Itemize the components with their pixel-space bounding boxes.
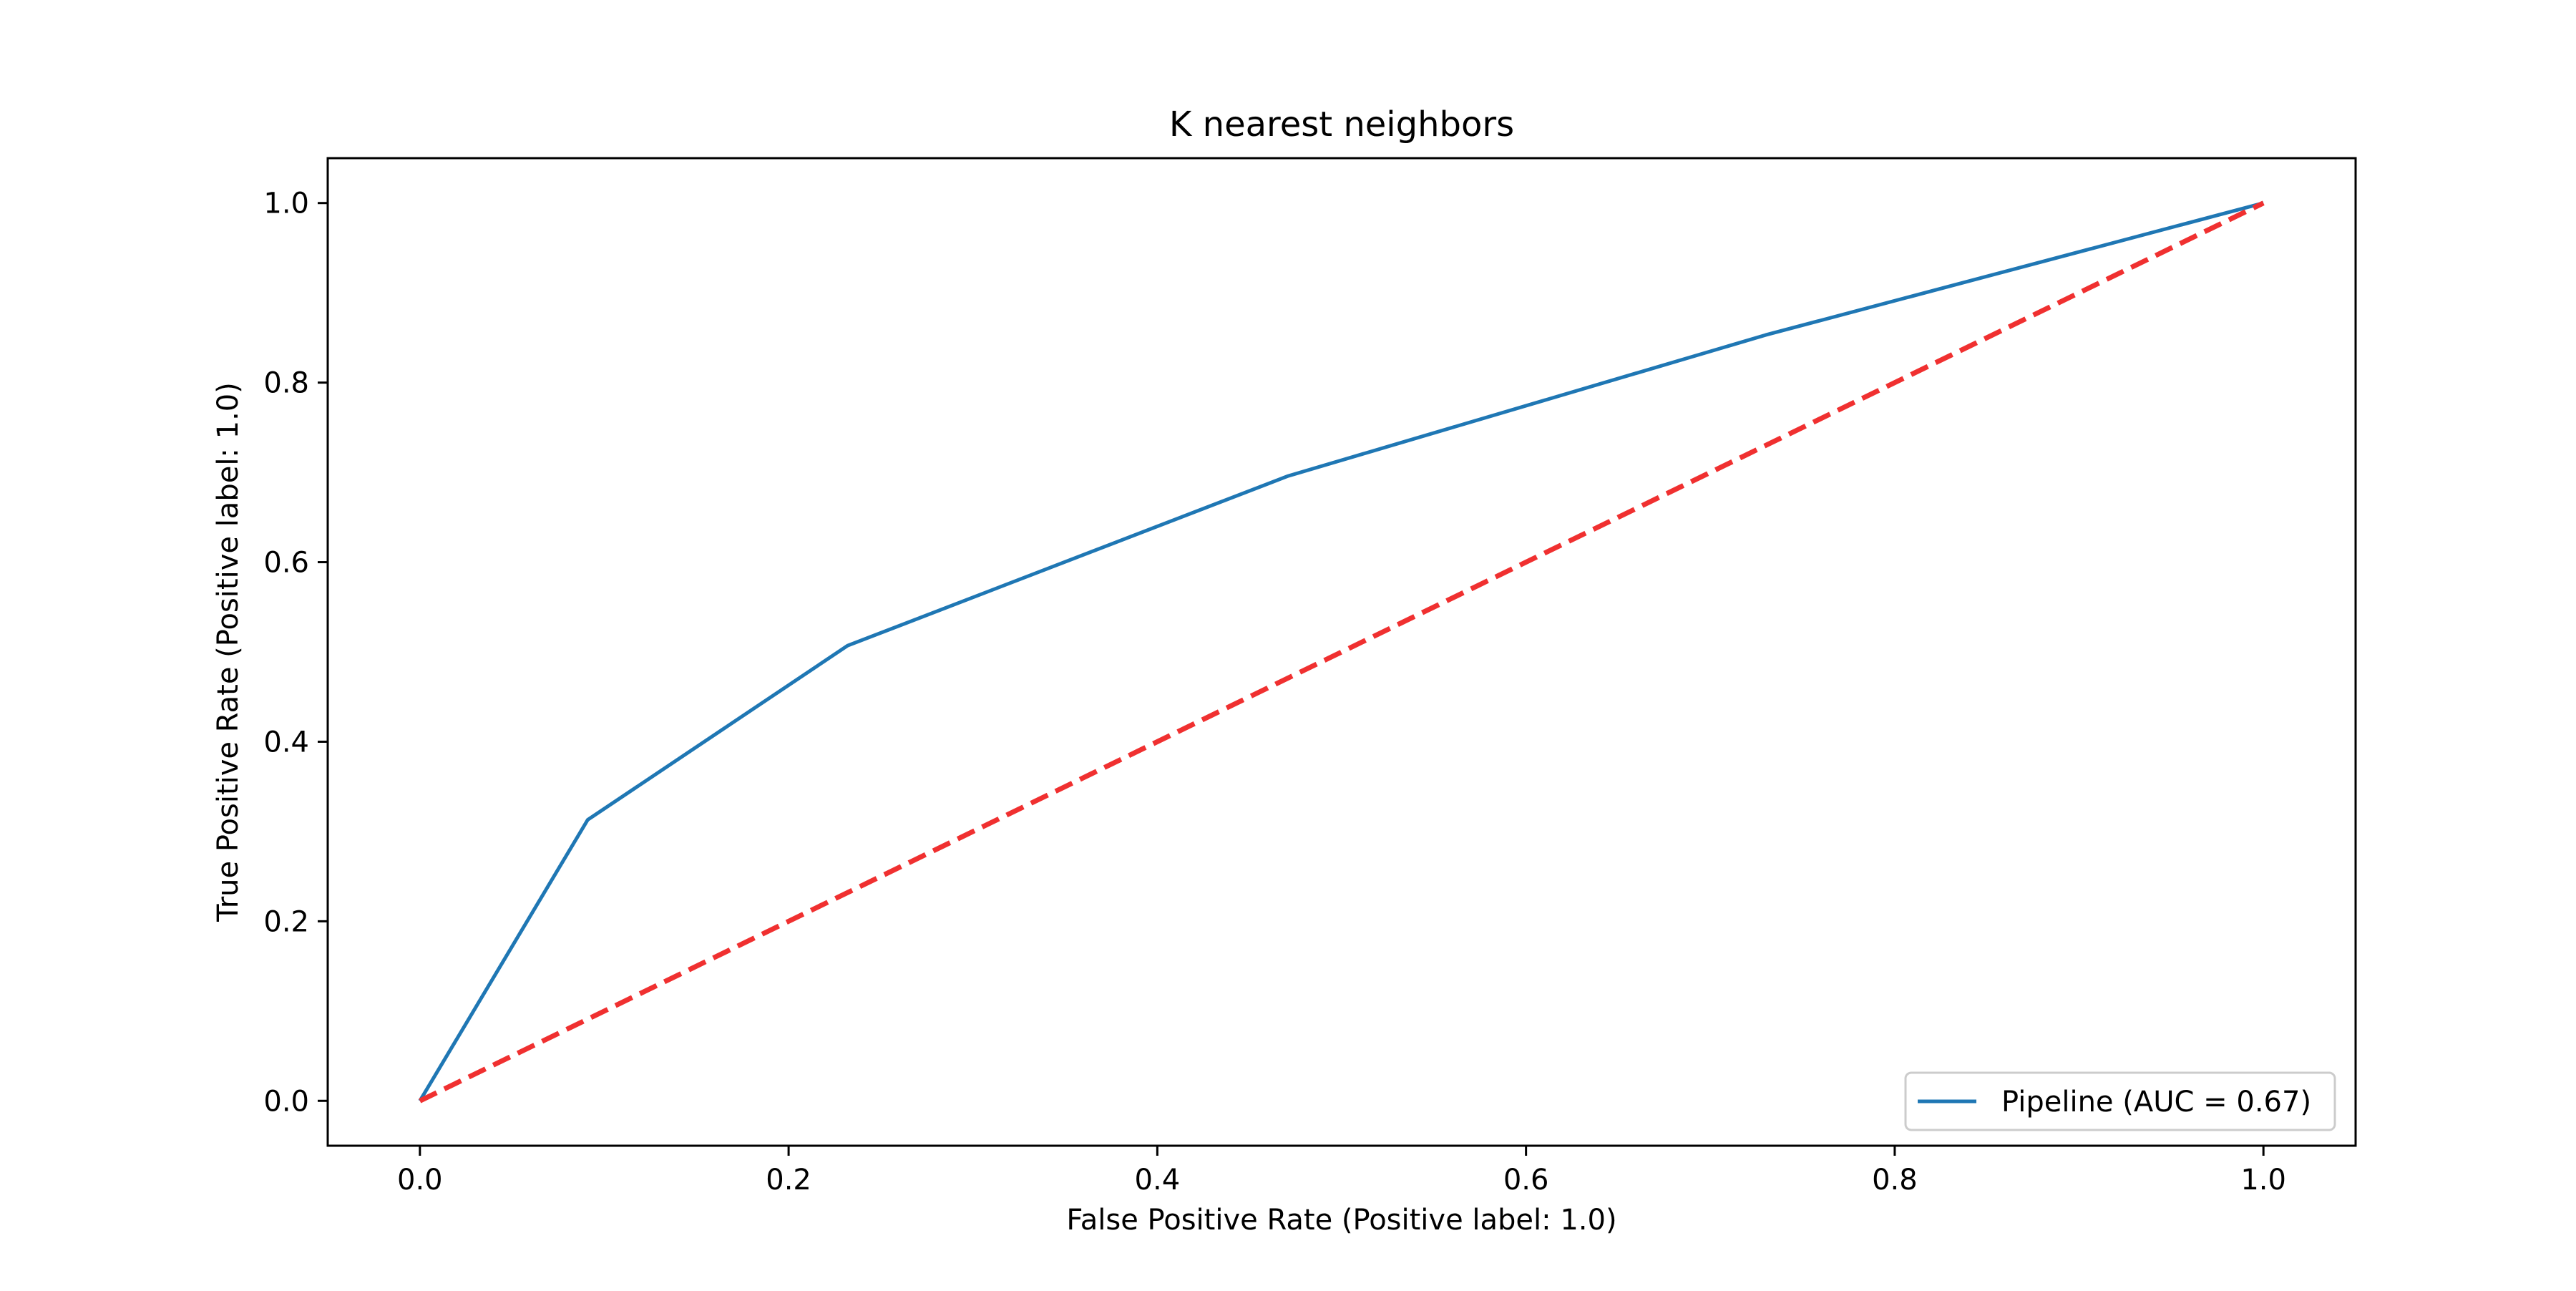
y-tick-label: 0.8 — [263, 367, 309, 400]
y-tick-label: 0.2 — [263, 905, 309, 938]
series-line-chance-diagonal — [419, 200, 2265, 1104]
x-axis: 0.0 0.2 0.4 0.6 0.8 1.0 — [397, 1146, 2286, 1197]
x-axis-label: False Positive Rate (Positive label: 1.0… — [1066, 1204, 1616, 1237]
y-tick-label: 0.0 — [263, 1085, 309, 1118]
y-axis-label: True Positive Rate (Positive label: 1.0) — [212, 382, 245, 922]
y-tick-label: 1.0 — [263, 187, 309, 220]
x-tick-label: 0.0 — [397, 1164, 443, 1197]
chart-title: K nearest neighbors — [1169, 104, 1514, 145]
legend-label-pipeline: Pipeline (AUC = 0.67) — [2001, 1086, 2311, 1119]
x-tick-label: 0.6 — [1503, 1164, 1549, 1197]
y-tick-label: 0.4 — [263, 726, 309, 759]
y-tick-label: 0.6 — [263, 547, 309, 580]
series-line-pipeline — [418, 201, 2264, 1102]
y-axis: 0.0 0.2 0.4 0.6 0.8 1.0 — [263, 187, 328, 1118]
legend: Pipeline (AUC = 0.67) — [1904, 1071, 2336, 1131]
x-tick-label: 0.2 — [766, 1164, 811, 1197]
plot-area — [418, 200, 2265, 1104]
x-tick-label: 0.4 — [1135, 1164, 1181, 1197]
legend-box — [1904, 1071, 2336, 1131]
axes-frame — [326, 157, 2357, 1147]
x-tick-label: 0.8 — [1872, 1164, 1918, 1197]
x-tick-label: 1.0 — [2240, 1164, 2286, 1197]
